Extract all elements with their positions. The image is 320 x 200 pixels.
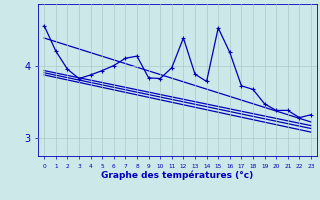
X-axis label: Graphe des températures (°c): Graphe des températures (°c) xyxy=(101,170,254,180)
